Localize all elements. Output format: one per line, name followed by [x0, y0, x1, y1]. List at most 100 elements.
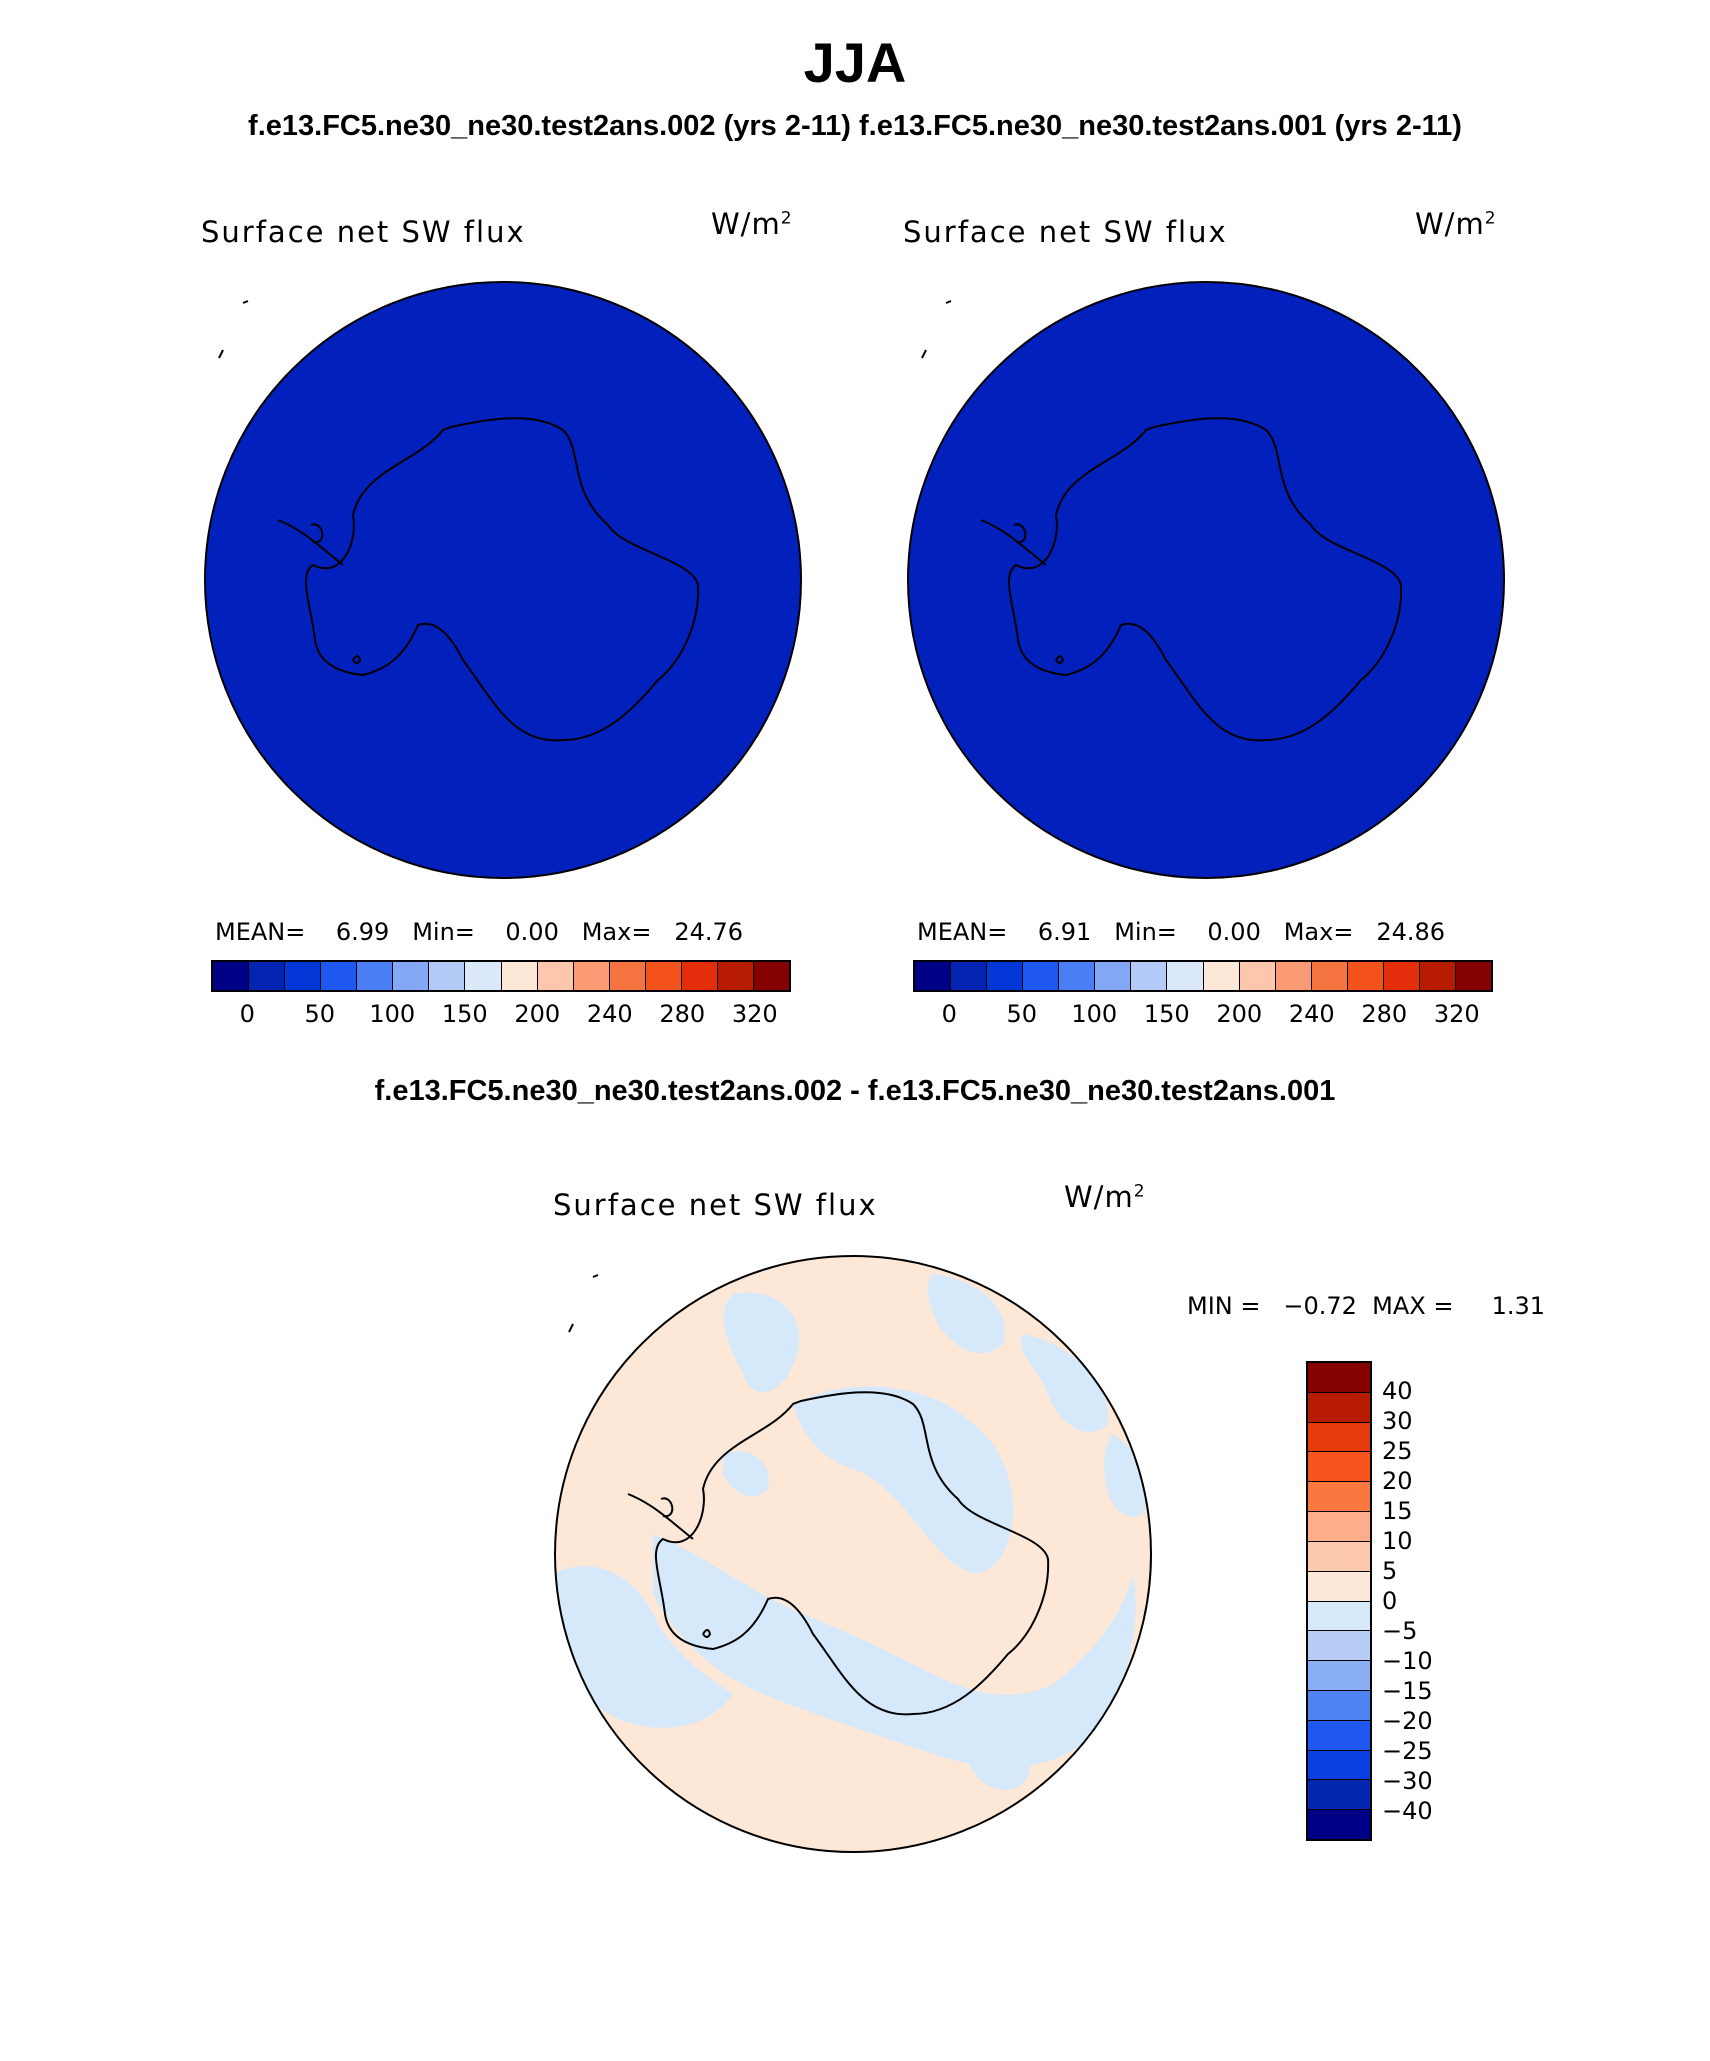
panel2-units: W/m2 — [1415, 207, 1497, 241]
colorbar-swatch — [1383, 962, 1420, 990]
colorbar-tick-label: 0 — [941, 1000, 957, 1028]
colorbar-swatch — [573, 962, 610, 990]
colorbar-swatch — [1308, 1720, 1370, 1751]
colorbar-tick-label: −20 — [1382, 1707, 1433, 1735]
diff-units-base: W/m — [1064, 1180, 1134, 1214]
colorbar-tick-label: 150 — [441, 1000, 488, 1028]
colorbar-swatch — [357, 962, 394, 990]
colorbar-tick-label: −30 — [1382, 1767, 1433, 1795]
colorbar-swatch — [321, 962, 358, 990]
colorbar-swatch — [1308, 1392, 1370, 1423]
panel2-units-exp: 2 — [1484, 208, 1497, 229]
panel2-islands — [921, 300, 1065, 664]
colorbar-swatch — [1308, 1750, 1370, 1781]
colorbar-swatch — [681, 962, 718, 990]
colorbar-swatch — [1311, 962, 1348, 990]
panel1-colorbar-labels: 0 50 100 150 200 240 280 320 — [211, 1000, 791, 1030]
figure-title: JJA — [803, 31, 907, 94]
colorbar-tick-label: −5 — [1382, 1617, 1418, 1645]
diff-units-exp: 2 — [1133, 1181, 1146, 1202]
colorbar-swatch — [1239, 962, 1276, 990]
colorbar-swatch — [465, 962, 502, 990]
colorbar-tick-label: 100 — [1071, 1000, 1118, 1028]
colorbar-tick-label: 50 — [1006, 1000, 1038, 1028]
panel1-ocean-fill — [204, 281, 802, 879]
panel1-peninsula — [277, 519, 344, 566]
colorbar-swatch — [285, 962, 322, 990]
colorbar-swatch — [393, 962, 430, 990]
colorbar-swatch — [1203, 962, 1240, 990]
colorbar-swatch — [1167, 962, 1204, 990]
colorbar-swatch — [987, 962, 1024, 990]
colorbar-tick-label: 40 — [1382, 1377, 1413, 1405]
colorbar-tick-label: 5 — [1382, 1557, 1398, 1585]
colorbar-swatch — [1308, 1631, 1370, 1662]
panel2-units-base: W/m — [1415, 207, 1485, 241]
colorbar-swatch — [1023, 962, 1060, 990]
colorbar-swatch — [1308, 1810, 1370, 1839]
colorbar-tick-label: 280 — [1361, 1000, 1408, 1028]
panel2-peninsula — [980, 519, 1047, 566]
colorbar-swatch — [1308, 1661, 1370, 1691]
diff-colorbar — [1306, 1361, 1372, 1841]
panel1-antarctica-coastline — [305, 417, 700, 742]
diff-map — [554, 1255, 1152, 1853]
colorbar-tick-label: 240 — [1288, 1000, 1335, 1028]
colorbar-swatch — [1308, 1780, 1370, 1811]
colorbar-swatch — [645, 962, 682, 990]
colorbar-tick-label: 280 — [659, 1000, 706, 1028]
colorbar-swatch — [1308, 1482, 1370, 1513]
diff-variable-label: Surface net SW flux — [553, 1188, 878, 1222]
colorbar-tick-label: 0 — [1382, 1587, 1398, 1615]
panel2-ocean-fill — [907, 281, 1505, 879]
colorbar-tick-label: 30 — [1382, 1407, 1413, 1435]
diff-stats: MIN = −0.72 MAX = 1.31 — [1187, 1292, 1546, 1320]
colorbar-swatch — [1308, 1422, 1370, 1453]
colorbar-tick-label: 10 — [1382, 1527, 1413, 1555]
diff-title: f.e13.FC5.ne30_ne30.test2ans.002 - f.e13… — [374, 1075, 1336, 1107]
colorbar-tick-label: 15 — [1382, 1497, 1413, 1525]
panel1-variable-label: Surface net SW flux — [201, 215, 526, 249]
panel1-colorbar — [211, 960, 791, 992]
diff-peninsula — [627, 1493, 694, 1540]
colorbar-tick-label: 200 — [1216, 1000, 1263, 1028]
colorbar-tick-label: 20 — [1382, 1467, 1413, 1495]
diff-map-border — [554, 1255, 1152, 1853]
colorbar-swatch — [1308, 1452, 1370, 1483]
figure-subtitle: f.e13.FC5.ne30_ne30.test2ans.002 (yrs 2-… — [248, 110, 1462, 142]
colorbar-swatch — [1095, 962, 1132, 990]
panel2-colorbar — [913, 960, 1493, 992]
colorbar-tick-label: 25 — [1382, 1437, 1413, 1465]
colorbar-swatch — [1308, 1690, 1370, 1721]
colorbar-tick-label: −40 — [1382, 1797, 1433, 1825]
panel1-units: W/m2 — [711, 207, 793, 241]
colorbar-swatch — [1308, 1601, 1370, 1632]
colorbar-swatch — [537, 962, 574, 990]
colorbar-swatch — [501, 962, 538, 990]
colorbar-swatch — [1308, 1512, 1370, 1542]
colorbar-swatch — [717, 962, 754, 990]
colorbar-swatch — [753, 962, 789, 990]
colorbar-swatch — [1059, 962, 1096, 990]
colorbar-swatch — [1308, 1571, 1370, 1602]
colorbar-tick-label: 150 — [1143, 1000, 1190, 1028]
panel1-map — [204, 281, 802, 879]
diff-positive-fill — [555, 1256, 1151, 1852]
panel1-units-base: W/m — [711, 207, 781, 241]
panel2-stats: MEAN= 6.91 Min= 0.00 Max= 24.86 — [917, 918, 1446, 946]
panel2-map — [907, 281, 1505, 879]
colorbar-swatch — [1347, 962, 1384, 990]
colorbar-tick-label: 240 — [586, 1000, 633, 1028]
colorbar-tick-label: 50 — [304, 1000, 336, 1028]
colorbar-tick-label: −10 — [1382, 1647, 1433, 1675]
panel2-colorbar-labels: 0 50 100 150 200 240 280 320 — [913, 1000, 1493, 1030]
colorbar-swatch — [1455, 962, 1491, 990]
colorbar-swatch — [915, 962, 952, 990]
colorbar-swatch — [1308, 1541, 1370, 1572]
colorbar-tick-label: 320 — [731, 1000, 778, 1028]
colorbar-swatch — [1308, 1363, 1370, 1393]
colorbar-swatch — [1275, 962, 1312, 990]
colorbar-swatch — [1419, 962, 1456, 990]
colorbar-tick-label: 200 — [514, 1000, 561, 1028]
panel2-variable-label: Surface net SW flux — [903, 215, 1228, 249]
